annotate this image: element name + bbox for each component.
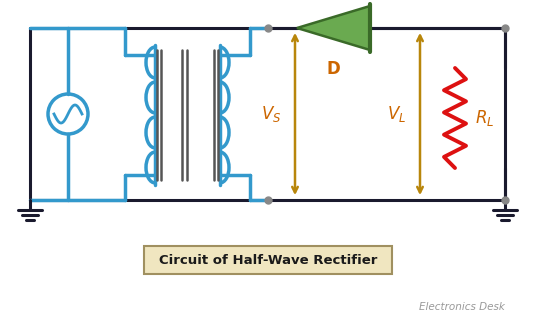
Text: D: D (326, 60, 340, 78)
Text: $V_S$: $V_S$ (260, 104, 281, 124)
FancyBboxPatch shape (144, 246, 392, 274)
Text: $R_L$: $R_L$ (475, 108, 494, 128)
Text: $V_L$: $V_L$ (387, 104, 406, 124)
Text: Electronics Desk: Electronics Desk (419, 302, 505, 312)
Polygon shape (297, 6, 370, 50)
Text: Circuit of Half-Wave Rectifier: Circuit of Half-Wave Rectifier (159, 253, 377, 267)
